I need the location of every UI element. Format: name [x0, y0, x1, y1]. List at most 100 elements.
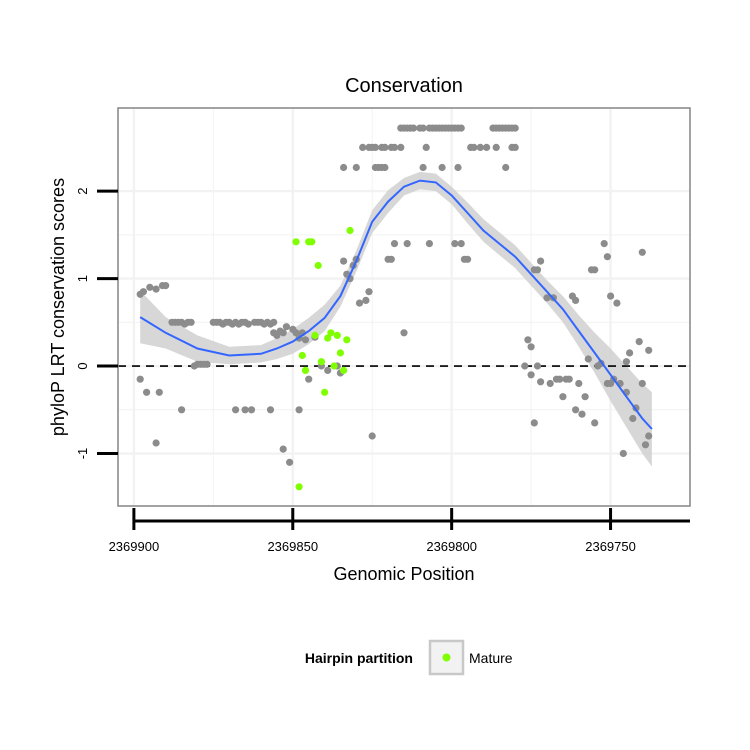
- other-point: [530, 419, 538, 427]
- other-point: [575, 379, 583, 388]
- other-point: [247, 406, 256, 414]
- other-point: [397, 143, 405, 151]
- other-point: [460, 255, 468, 263]
- other-point: [292, 329, 300, 337]
- other-point: [368, 432, 376, 440]
- other-point: [492, 143, 500, 151]
- mature-point: [317, 358, 325, 366]
- other-point: [282, 323, 290, 331]
- y-tick-label: -1: [75, 448, 90, 460]
- other-point: [279, 445, 287, 453]
- x-tick-label: 2369750: [585, 539, 636, 554]
- x-tick-label: 2369900: [109, 539, 160, 554]
- other-point: [641, 441, 650, 449]
- other-point: [600, 240, 608, 248]
- other-point: [381, 143, 389, 151]
- other-point: [619, 449, 627, 458]
- mature-point: [340, 366, 348, 374]
- legend-mature-label: Mature: [469, 650, 513, 666]
- other-point: [187, 318, 195, 326]
- mature-point: [321, 388, 329, 396]
- other-point: [584, 355, 592, 363]
- panel-border: [117, 107, 691, 507]
- other-point: [155, 388, 163, 396]
- other-point: [403, 240, 411, 248]
- x-axis-label: Genomic Position: [333, 564, 474, 584]
- other-point: [355, 299, 364, 307]
- other-point: [581, 393, 589, 401]
- other-point: [502, 163, 510, 172]
- other-point: [387, 255, 395, 263]
- legend-title: Hairpin partition: [305, 650, 413, 666]
- other-point: [546, 379, 554, 388]
- other-point: [527, 371, 535, 379]
- other-point: [537, 378, 545, 386]
- other-point: [425, 240, 433, 248]
- other-point: [178, 406, 186, 414]
- other-point: [638, 248, 646, 256]
- other-point: [295, 406, 303, 414]
- other-point: [139, 288, 147, 296]
- mature-point: [346, 226, 354, 235]
- other-point: [645, 432, 653, 440]
- other-point: [422, 143, 430, 151]
- mature-point: [314, 261, 322, 270]
- other-point: [305, 375, 313, 383]
- other-point: [578, 410, 586, 418]
- other-point: [645, 346, 653, 354]
- other-point: [559, 393, 567, 401]
- other-point: [286, 458, 294, 466]
- other-point: [301, 336, 310, 344]
- other-point: [400, 329, 408, 337]
- other-point: [543, 294, 551, 302]
- other-point: [340, 163, 348, 172]
- other-point: [572, 296, 580, 304]
- other-point: [352, 163, 360, 172]
- chart-title: Conservation: [345, 75, 463, 97]
- mature-point: [308, 238, 316, 246]
- other-point: [626, 349, 634, 357]
- mature-point: [333, 331, 341, 339]
- other-point: [533, 266, 542, 274]
- other-point: [527, 343, 535, 351]
- other-point: [638, 379, 646, 388]
- mature-point: [327, 329, 335, 337]
- other-point: [521, 362, 529, 370]
- other-point: [390, 240, 399, 248]
- other-point: [635, 338, 643, 346]
- other-point: [409, 124, 418, 132]
- other-point: [136, 375, 144, 383]
- other-point: [591, 419, 599, 427]
- y-tick-label: 2: [75, 187, 90, 194]
- other-point: [508, 143, 516, 151]
- other-point: [270, 318, 278, 326]
- y-tick-label: 1: [75, 275, 90, 282]
- mature-point: [336, 349, 344, 357]
- mature-point: [295, 483, 303, 491]
- other-point: [365, 288, 373, 296]
- x-axis: 2369900 2369850 2369800 2369750: [109, 508, 690, 554]
- other-point: [359, 143, 367, 151]
- other-point: [537, 257, 545, 265]
- other-point: [565, 375, 573, 383]
- mature-point: [301, 366, 310, 374]
- other-point: [483, 143, 491, 151]
- other-point: [511, 124, 519, 132]
- other-point: [162, 282, 170, 290]
- smooth-fit-line: [139, 179, 653, 430]
- data-points: [136, 124, 653, 491]
- x-tick-label: 2369850: [267, 539, 318, 554]
- other-point: [152, 439, 160, 447]
- mature-point: [292, 238, 300, 246]
- mature-point: [298, 351, 306, 360]
- other-point: [279, 329, 287, 337]
- other-point: [454, 163, 462, 172]
- plot-panel: [118, 108, 690, 506]
- y-axis: -1 0 1 2: [75, 187, 118, 459]
- other-point: [371, 143, 379, 151]
- other-point: [451, 240, 459, 248]
- other-point: [591, 266, 599, 274]
- other-point: [340, 257, 348, 265]
- mature-point: [311, 331, 319, 339]
- other-point: [241, 406, 249, 414]
